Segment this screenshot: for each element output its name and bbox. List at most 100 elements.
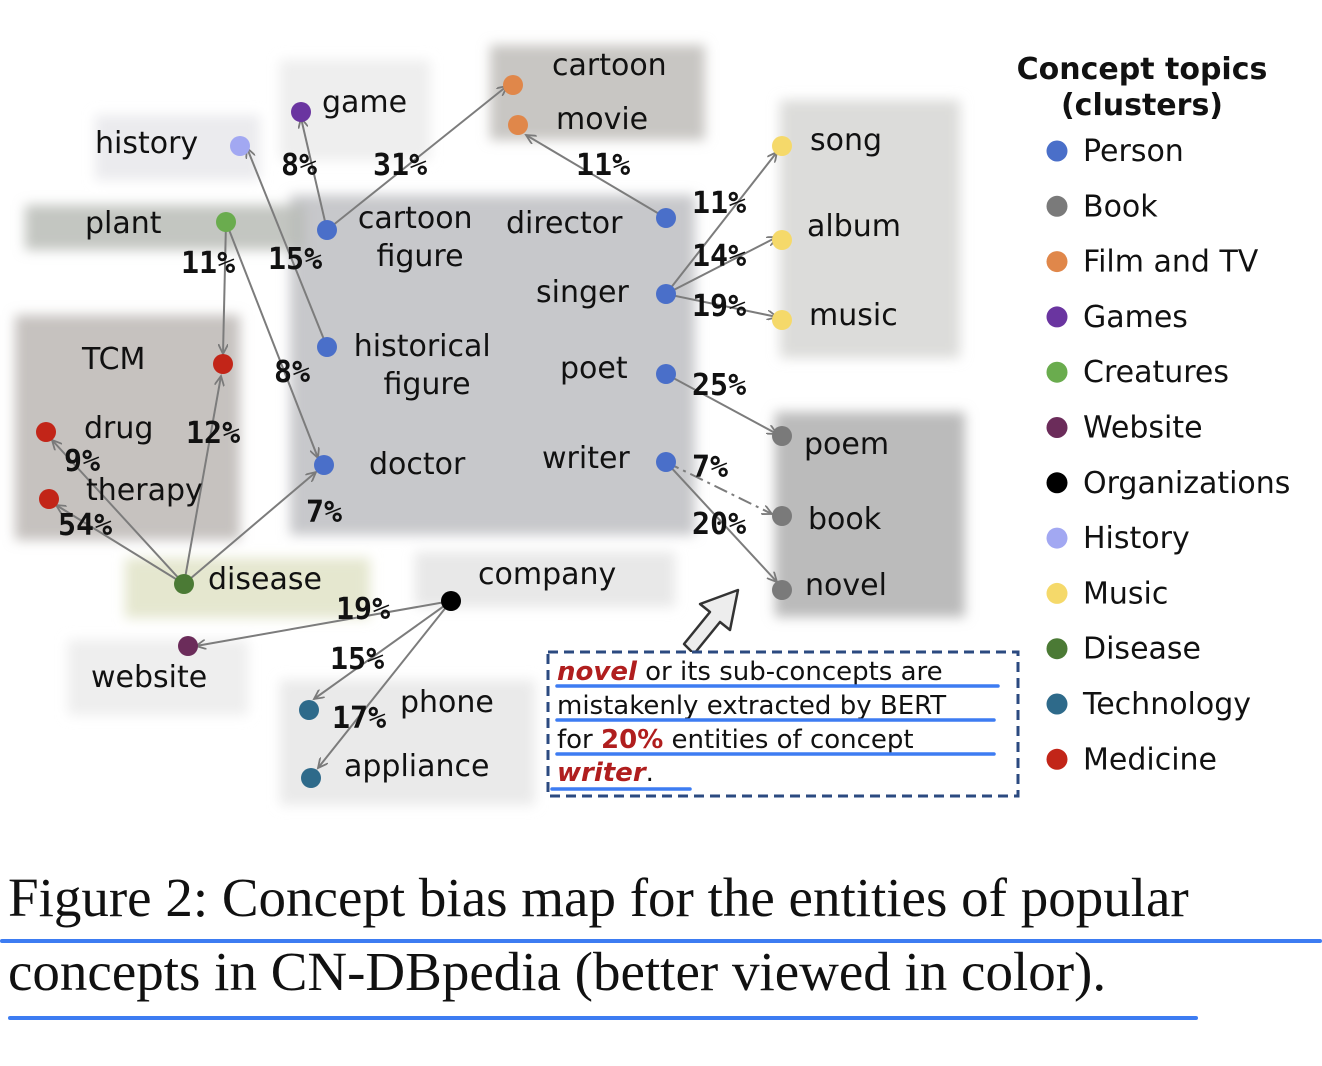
node-dot-cartoon <box>503 75 523 95</box>
caption-line-2: concepts in CN-DBpedia (better viewed in… <box>8 941 1107 1002</box>
legend-swatch-7 <box>1046 527 1068 549</box>
legend-swatch-4 <box>1046 361 1068 383</box>
cluster-bg-creatures <box>25 205 305 250</box>
edge-singer-song <box>665 152 777 295</box>
legend-label-7: History <box>1083 521 1190 556</box>
annotation-line-3: for 20% entities of concept <box>557 725 914 755</box>
node-dot-music <box>772 310 792 330</box>
edge-poet-poem <box>665 373 777 434</box>
node-dot-novel <box>772 580 792 600</box>
cluster-bg-music <box>780 100 960 358</box>
legend-swatch-5 <box>1046 417 1068 438</box>
cluster-bg-person <box>290 195 695 535</box>
node-label-poem: poem <box>804 427 889 462</box>
legend-label-6: Organizations <box>1083 466 1290 501</box>
edge-label-doctor-plant: 8% <box>274 355 310 390</box>
legend: Concept topics (clusters) Person Book Film… <box>1017 52 1291 777</box>
node-label-cartoon: cartoon <box>552 48 667 83</box>
node-label-song: song <box>810 123 882 158</box>
node-dot-book <box>772 506 792 526</box>
legend-label-1: Book <box>1083 189 1158 224</box>
legend-swatch-0 <box>1046 140 1068 162</box>
node-label-drug: drug <box>84 411 153 446</box>
legend-label-0: Person <box>1083 134 1184 169</box>
legend-swatch-2 <box>1046 251 1068 273</box>
node-dot-cartoon-figure <box>317 220 337 240</box>
edge-label-appliance: 17% <box>332 701 386 736</box>
node-dot-director <box>656 208 676 228</box>
node-label-historical-figure: historical figure <box>354 329 501 402</box>
node-label-cartoon-figure: cartoon figure <box>358 201 482 274</box>
node-dot-album <box>772 230 792 250</box>
edge-label-movie: 11% <box>576 148 630 183</box>
edge-disease-doctor <box>183 472 316 585</box>
node-dot-drug <box>36 422 56 442</box>
node-dot-singer <box>656 284 676 304</box>
edge-label-game: 8% <box>281 148 317 183</box>
edge-label-music: 19% <box>692 289 746 324</box>
node-label-plant: plant <box>85 206 162 241</box>
edge-company-website <box>196 600 452 646</box>
legend-swatch-1 <box>1046 195 1068 217</box>
annotation-line-3-post: entities of concept <box>663 725 913 755</box>
edge-label-book: 7% <box>692 450 728 485</box>
edge-plant-tcm <box>223 221 226 354</box>
legend-swatch-3 <box>1046 306 1068 328</box>
node-dot-phone <box>299 700 319 720</box>
node-label-cartoon-figure-second-line: figure <box>376 239 463 274</box>
node-dot-historical-figure <box>317 337 337 357</box>
edge-label-phone: 15% <box>330 642 384 677</box>
caption-line-1: Figure 2: Concept bias map for the entit… <box>8 867 1189 928</box>
node-dot-song <box>772 136 792 156</box>
node-label-historical-figure-text: historical <box>354 329 491 364</box>
edge-historical-figure-history <box>247 148 328 348</box>
edges <box>52 86 777 768</box>
cluster-bg-technology <box>280 680 535 805</box>
node-dot-plant <box>216 212 236 232</box>
node-label-writer: writer <box>542 441 630 476</box>
edge-disease-drug <box>52 440 185 585</box>
edge-disease-tcm <box>183 376 221 585</box>
node-label-poet: poet <box>560 351 628 386</box>
legend-swatch-11 <box>1046 748 1068 770</box>
node-dot-doctor <box>314 455 334 475</box>
edge-writer-novel <box>665 461 777 582</box>
annotation-pct-em: 20% <box>601 725 663 755</box>
edge-singer-music <box>665 293 777 317</box>
edge-label-tcm-plant: 11% <box>181 246 235 281</box>
edge-writer-book <box>665 461 772 514</box>
node-label-cartoon-figure-text: cartoon <box>358 201 473 236</box>
edge-label-doctor-disease: 7% <box>306 495 342 530</box>
node-label-director: director <box>506 206 623 241</box>
cluster-backgrounds <box>15 45 965 805</box>
edge-plant-doctor <box>225 221 318 458</box>
legend-title-2: (clusters) <box>1061 88 1223 123</box>
node-dot-writer <box>656 452 676 472</box>
node-label-novel: novel <box>805 568 887 603</box>
legend-label-11: Medicine <box>1083 742 1217 777</box>
legend-swatch-6 <box>1046 472 1068 494</box>
callout-arrow-icon <box>682 588 740 656</box>
node-label-disease: disease <box>208 562 322 597</box>
concept-bias-map: history game cartoon movie plant cartoon… <box>15 45 1291 805</box>
legend-swatch-9 <box>1046 638 1068 660</box>
node-dot-tcm <box>213 354 233 374</box>
edge-cartoon-figure-cartoon <box>326 86 507 231</box>
edge-label-website: 19% <box>336 592 390 627</box>
node-label-movie: movie <box>556 102 648 137</box>
edge-company-appliance <box>318 600 452 768</box>
legend-items: Person Book Film and TV Games Creatures Websi… <box>1046 134 1290 777</box>
edge-label-novel: 20% <box>692 507 746 542</box>
legend-label-4: Creatures <box>1083 355 1229 390</box>
edge-disease-therapy <box>56 505 185 585</box>
edge-director-movie <box>526 135 667 219</box>
node-label-music: music <box>809 298 898 333</box>
annotation-line-2: mistakenly extracted by BERT <box>557 691 946 721</box>
node-label-history: history <box>95 126 198 161</box>
annotation-box: novel or its sub-concepts are mistakenly… <box>546 650 1020 798</box>
edge-label-tcm-disease: 12% <box>186 416 240 451</box>
annotation-frame <box>546 650 1020 798</box>
node-label-phone: phone <box>400 685 494 720</box>
edge-game-cartoon-figure <box>301 118 328 231</box>
annotation-line-4: writer. <box>557 758 654 788</box>
